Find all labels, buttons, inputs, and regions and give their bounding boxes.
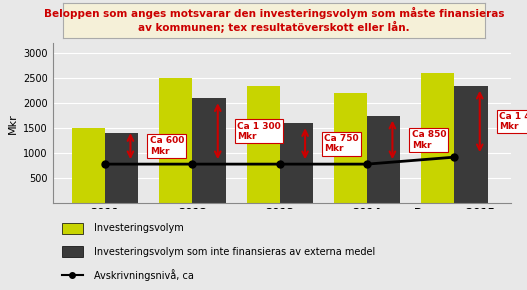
Text: Ca 1 300
Mkr: Ca 1 300 Mkr [237,122,281,141]
Y-axis label: Mkr: Mkr [7,113,17,134]
Text: Ca 1 400
Mkr: Ca 1 400 Mkr [499,112,527,131]
Text: Ca 850
Mkr: Ca 850 Mkr [412,130,446,150]
Bar [247,86,280,203]
Bar [334,93,367,203]
FancyBboxPatch shape [62,223,83,234]
Text: Avskrivningsnivå, ca: Avskrivningsnivå, ca [94,269,194,281]
Text: Investeringsvolym: Investeringsvolym [94,223,184,233]
Text: Beloppen som anges motsvarar den investeringsvolym som måste finansieras
av komm: Beloppen som anges motsvarar den investe… [44,7,504,33]
Bar [159,78,192,203]
FancyBboxPatch shape [62,246,83,257]
Bar [421,73,454,203]
Bar [192,98,226,203]
Bar [72,128,105,203]
Text: Ca 600
Mkr: Ca 600 Mkr [150,137,184,156]
Text: Ca 750
Mkr: Ca 750 Mkr [324,134,359,153]
Bar [105,133,138,203]
Bar [280,123,313,203]
Text: Investeringsvolym som inte finansieras av externa medel: Investeringsvolym som inte finansieras a… [94,247,375,257]
Bar [367,116,401,203]
Bar [454,86,487,203]
